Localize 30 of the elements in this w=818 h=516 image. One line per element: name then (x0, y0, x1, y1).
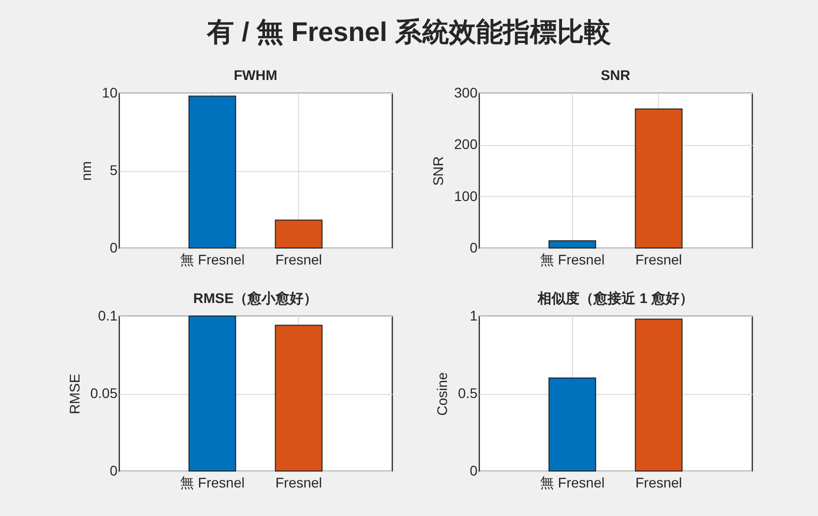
y-tick-label: 300 (454, 84, 478, 100)
x-tick-label: 無 Fresnel (540, 474, 605, 490)
y-tick-label: 0.05 (90, 385, 118, 401)
y-tick-label: 0.1 (98, 308, 118, 324)
x-tick-label: Fresnel (275, 474, 322, 490)
x-tick-label: Fresnel (635, 474, 682, 490)
chart-title: RMSE（愈小愈好） (192, 290, 319, 308)
text: 有 / 無 Fresnel 系統效能指標比較 (206, 16, 612, 49)
y-axis-title: Cosine (434, 372, 450, 416)
y-axis-title: nm (78, 161, 94, 181)
chart-title: 相似度（愈接近 1 愈好） (536, 290, 694, 308)
x-tick-label: Fresnel (635, 252, 682, 268)
x-tick-label: Fresnel (275, 252, 322, 268)
y-tick-label: 0 (470, 462, 478, 478)
x-tick-label: 無 Fresnel (180, 474, 245, 490)
y-tick-label: 0.5 (458, 385, 478, 401)
y-tick-label: 0 (110, 240, 118, 256)
x-tick-label: 無 Fresnel (180, 252, 245, 268)
chart-title: FWHM (232, 67, 278, 83)
y-tick-label: 1 (470, 308, 478, 324)
x-tick-label: 無 Fresnel (540, 252, 605, 268)
y-axis-title: SNR (430, 156, 446, 186)
y-tick-label: 200 (454, 136, 478, 152)
chart-title: SNR (600, 67, 632, 83)
y-tick-label: 0 (110, 462, 118, 478)
y-tick-label: 0 (470, 240, 478, 256)
y-tick-label: 100 (454, 188, 478, 204)
y-axis-title: RMSE (66, 374, 82, 414)
y-tick-label: 5 (110, 162, 118, 178)
y-tick-label: 10 (102, 84, 118, 100)
